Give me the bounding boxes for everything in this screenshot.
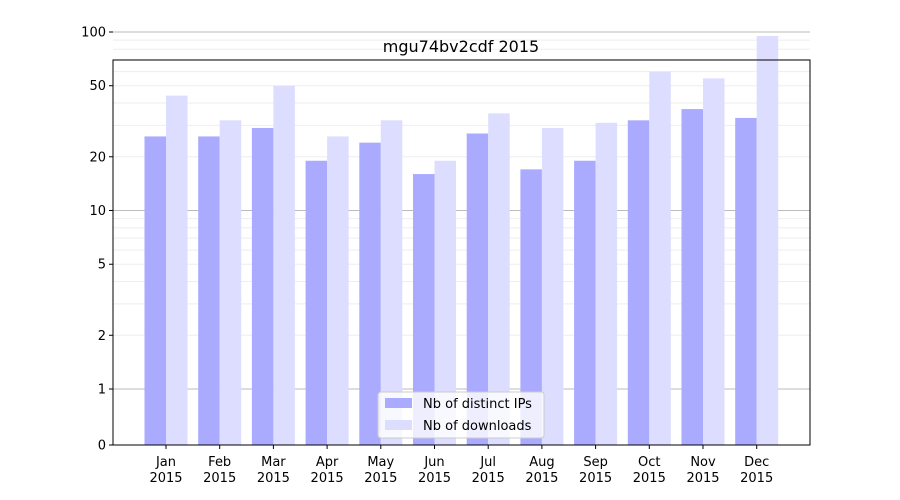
- bar-downloads: [380, 120, 403, 446]
- y-tick-label: 5: [98, 258, 106, 273]
- y-tick-label: 2: [98, 329, 106, 344]
- bar-ips: [359, 142, 381, 445]
- bar-downloads: [541, 127, 564, 445]
- x-tick-label-month: Aug: [529, 455, 554, 470]
- x-tick-label-month: May: [367, 455, 394, 470]
- x-tick-label-year: 2015: [149, 471, 182, 486]
- legend-swatch-downloads: [385, 420, 412, 430]
- bar-downloads: [219, 120, 242, 446]
- x-tick-label-month: Apr: [316, 455, 339, 470]
- bar-ips: [305, 160, 328, 445]
- legend: Nb of distinct IPs Nb of downloads: [377, 391, 545, 439]
- x-tick-label-year: 2015: [203, 471, 236, 486]
- bar-ips: [251, 127, 274, 445]
- bar-ips: [144, 136, 166, 446]
- bar-ips: [198, 136, 220, 446]
- legend-label-ips: Nb of distinct IPs: [423, 397, 532, 412]
- legend-box: [377, 391, 545, 439]
- x-tick-label-month: Jan: [155, 455, 176, 470]
- x-tick-label-month: Dec: [744, 455, 769, 470]
- x-tick-label-month: Jul: [479, 455, 496, 470]
- bar-downloads: [434, 160, 456, 445]
- y-tick-label: 1: [98, 383, 106, 398]
- bars: [144, 35, 779, 446]
- x-tick-label-month: Oct: [638, 455, 660, 470]
- x-tick-label-month: Feb: [208, 455, 231, 470]
- x-tick-label-month: Sep: [583, 455, 608, 470]
- bar-ips: [574, 160, 596, 445]
- x-tick-label-year: 2015: [740, 471, 773, 486]
- bar-downloads: [756, 35, 779, 445]
- bar-ips: [466, 133, 489, 445]
- bar-ips: [681, 109, 703, 445]
- x-tick-label-year: 2015: [472, 471, 505, 486]
- bar-downloads: [703, 78, 725, 445]
- y-tick-label: 20: [89, 150, 106, 165]
- x-axis-ticks: Jan2015Feb2015Mar2015Apr2015May2015Jun20…: [149, 445, 773, 486]
- y-axis-ticks: 0 1 2 5 10 20 50 100: [81, 26, 113, 454]
- y-tick-label: 50: [89, 79, 106, 94]
- plot-frame: [112, 59, 811, 446]
- y-tick-label: 0: [98, 439, 106, 454]
- chart-title: mgu74bv2cdf 2015: [383, 37, 539, 56]
- bar-downloads: [273, 85, 295, 445]
- x-tick-label-year: 2015: [525, 471, 558, 486]
- bar-downloads: [327, 136, 349, 446]
- x-tick-label-year: 2015: [418, 471, 451, 486]
- x-tick-label-year: 2015: [633, 471, 666, 486]
- bar-downloads: [166, 95, 188, 445]
- bar-ips: [627, 120, 650, 446]
- x-tick-label-year: 2015: [364, 471, 397, 486]
- legend-swatch-ips: [385, 398, 412, 408]
- x-tick-label-month: Jun: [423, 455, 444, 470]
- bar-downloads: [649, 71, 671, 445]
- bar-ips: [520, 169, 542, 445]
- y-tick-label: 100: [81, 26, 106, 41]
- x-tick-label-year: 2015: [579, 471, 612, 486]
- bar-downloads: [488, 113, 510, 446]
- bar-ips: [735, 117, 757, 446]
- y-tick-label: 10: [89, 204, 106, 219]
- x-tick-label-year: 2015: [311, 471, 344, 486]
- bar-downloads: [595, 122, 618, 446]
- x-tick-label-year: 2015: [686, 471, 719, 486]
- legend-label-downloads: Nb of downloads: [423, 419, 532, 434]
- x-tick-label-month: Nov: [690, 455, 716, 470]
- x-tick-label-month: Mar: [261, 455, 286, 470]
- bar-ips: [413, 174, 435, 446]
- x-tick-label-year: 2015: [257, 471, 290, 486]
